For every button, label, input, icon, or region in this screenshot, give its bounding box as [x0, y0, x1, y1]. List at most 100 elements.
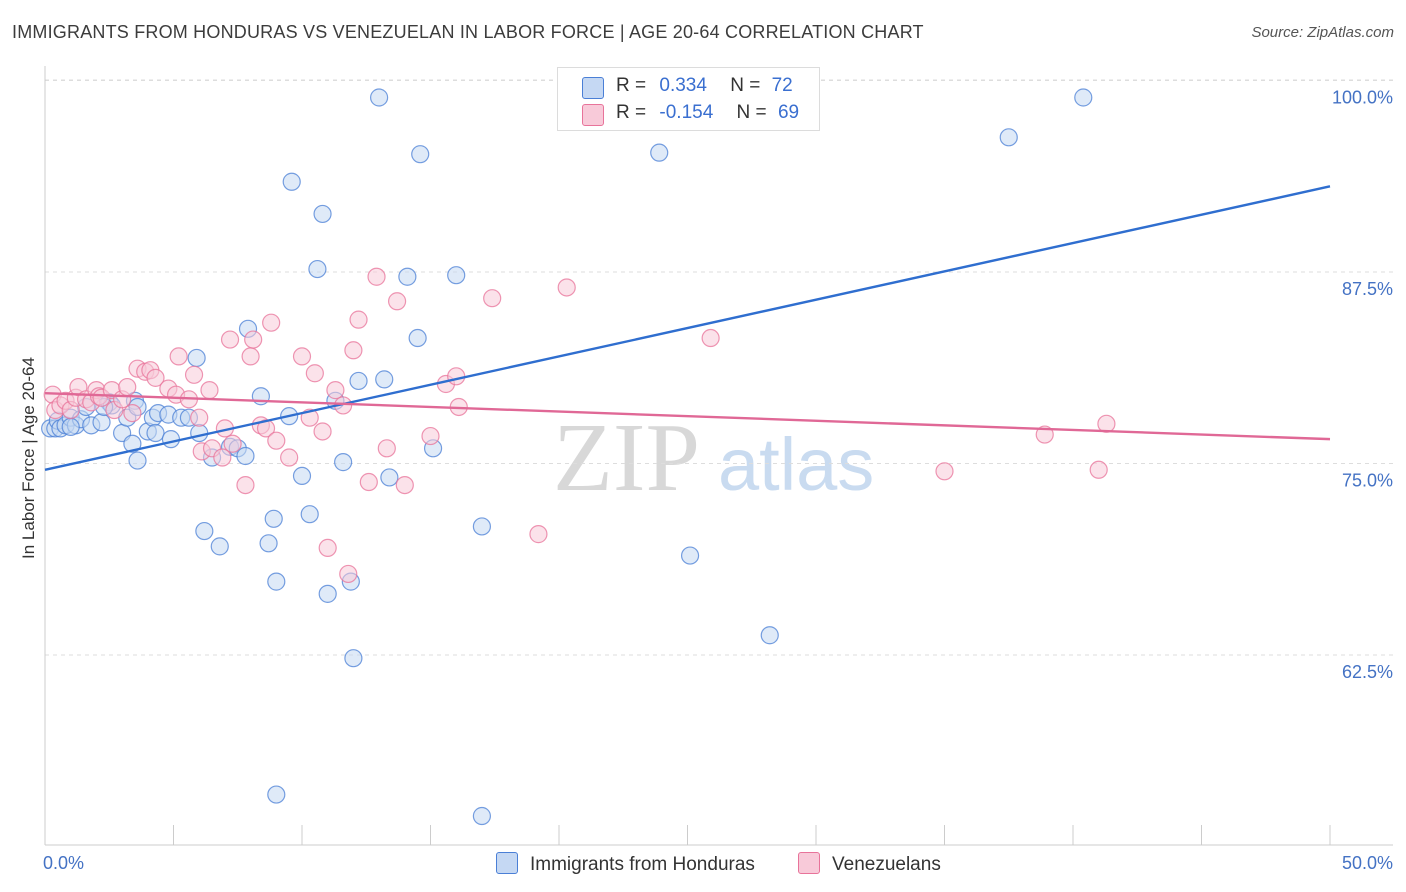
point-venezuelans [935, 462, 954, 481]
point-venezuelans [557, 278, 576, 297]
legend-r-label: R = [616, 75, 647, 96]
point-venezuelans [169, 347, 188, 366]
correlation-legend: R = 0.334 N = 72 R = -0.154 N = 69 [557, 67, 820, 131]
point-venezuelans [344, 341, 363, 360]
point-honduras [61, 417, 80, 436]
point-venezuelans [241, 347, 260, 366]
point-venezuelans [146, 368, 165, 387]
point-venezuelans [267, 431, 286, 450]
point-honduras [282, 172, 301, 191]
point-honduras [447, 266, 466, 285]
point-honduras [370, 88, 389, 107]
point-venezuelans [367, 267, 386, 286]
point-honduras [195, 521, 214, 541]
axis-ticks: 62.5% 75.0% 87.5% 100.0% 0.0% 50.0% [43, 88, 1393, 874]
y-tick-label: 87.5% [1342, 279, 1393, 299]
point-venezuelans [292, 347, 312, 366]
point-honduras [318, 584, 337, 603]
point-honduras [349, 371, 368, 391]
point-honduras [999, 128, 1018, 147]
point-venezuelans [262, 313, 281, 332]
point-venezuelans [447, 367, 466, 386]
point-honduras [267, 785, 286, 804]
point-honduras [128, 451, 147, 470]
legend-r-value: -0.154 [659, 102, 714, 123]
point-venezuelans [395, 475, 414, 495]
point-honduras [264, 509, 283, 528]
point-honduras [411, 145, 430, 164]
legend-text-venezuelans: R = -0.154 N = 69 [616, 102, 799, 124]
point-honduras [210, 537, 229, 556]
point-honduras [380, 468, 399, 487]
point-honduras [308, 259, 327, 279]
trend-line-honduras [44, 185, 1331, 471]
point-venezuelans [1089, 460, 1108, 479]
point-honduras [259, 534, 278, 553]
point-venezuelans [236, 475, 255, 495]
chart-title: IMMIGRANTS FROM HONDURAS VS VENEZUELAN I… [12, 22, 924, 42]
point-honduras [187, 348, 206, 368]
y-tick-label: 75.0% [1342, 471, 1393, 491]
point-honduras [300, 505, 319, 524]
point-venezuelans [313, 422, 332, 441]
point-venezuelans [483, 289, 502, 308]
y-axis-title: In Labor Force | Age 20-64 [19, 357, 38, 559]
point-venezuelans [701, 328, 720, 348]
legend-n-value: 72 [771, 75, 793, 96]
point-venezuelans [118, 377, 137, 397]
source-label: Source: ZipAtlas.com [1251, 24, 1394, 41]
y-tick-label: 100.0% [1332, 88, 1393, 108]
legend-n-value: 69 [777, 102, 800, 123]
point-venezuelans [244, 330, 263, 349]
point-venezuelans [529, 525, 548, 544]
point-venezuelans [326, 381, 345, 400]
legend-swatch-blue [582, 77, 604, 99]
point-honduras [472, 517, 491, 536]
point-venezuelans [190, 408, 209, 427]
watermark-zip: ZIP [553, 404, 700, 512]
point-honduras [344, 649, 363, 668]
point-venezuelans [421, 426, 440, 446]
legend-r-value: 0.334 [659, 75, 707, 96]
axes [44, 66, 1393, 846]
point-honduras [292, 466, 312, 486]
point-venezuelans [387, 292, 407, 311]
point-venezuelans [305, 364, 324, 383]
watermark: ZIP atlas [553, 404, 874, 512]
watermark-atlas: atlas [718, 423, 874, 506]
point-venezuelans [123, 403, 142, 423]
point-honduras [92, 413, 111, 432]
x-tick-label: 0.0% [43, 853, 84, 873]
point-venezuelans [220, 330, 240, 349]
point-honduras [375, 370, 394, 389]
bottom-legend-swatch-blue [496, 852, 518, 874]
bottom-legend-label: Venezuelans [832, 854, 941, 875]
point-honduras [680, 546, 700, 565]
legend-r-label: R = [616, 102, 647, 123]
point-venezuelans [318, 538, 337, 558]
point-venezuelans [280, 448, 299, 467]
point-honduras [313, 204, 332, 224]
point-honduras [398, 267, 417, 286]
legend-swatch-pink [582, 104, 604, 126]
point-venezuelans [213, 448, 232, 467]
point-venezuelans [359, 472, 378, 492]
point-honduras [123, 434, 142, 453]
point-venezuelans [1035, 425, 1054, 444]
bottom-legend-venezuelans: Venezuelans [798, 852, 941, 876]
trend-line-venezuelans [44, 391, 1331, 441]
point-honduras [267, 572, 286, 591]
bottom-legend-label: Immigrants from Honduras [530, 854, 755, 875]
point-honduras [236, 446, 255, 466]
legend-n-label: N = [736, 102, 767, 123]
trend-lines [44, 185, 1331, 471]
point-honduras [408, 328, 427, 348]
point-honduras [146, 423, 165, 443]
y-tick-label: 62.5% [1342, 662, 1393, 682]
point-honduras [1074, 88, 1093, 107]
x-tick-label: 50.0% [1342, 853, 1393, 873]
point-honduras [760, 626, 779, 645]
point-honduras [472, 806, 491, 826]
bottom-legend-honduras: Immigrants from Honduras [496, 852, 755, 876]
